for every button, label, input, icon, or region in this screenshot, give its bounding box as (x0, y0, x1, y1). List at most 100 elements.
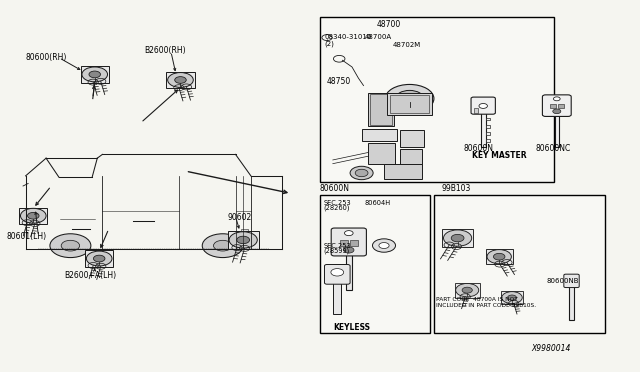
Text: X9980014: X9980014 (531, 344, 571, 353)
Circle shape (28, 212, 39, 219)
Text: 48700A: 48700A (365, 34, 392, 40)
Bar (569, 285, 574, 320)
Bar (486, 249, 513, 264)
Circle shape (331, 269, 344, 276)
Bar (434, 195, 605, 333)
Text: 08340-31010: 08340-31010 (324, 34, 372, 40)
Circle shape (493, 253, 505, 260)
Bar (550, 104, 556, 108)
Circle shape (379, 243, 389, 248)
Bar (368, 143, 395, 164)
Bar (486, 118, 490, 121)
Circle shape (89, 71, 100, 78)
Bar (350, 240, 358, 246)
Circle shape (385, 84, 434, 113)
Circle shape (456, 283, 479, 297)
Circle shape (202, 234, 243, 257)
Circle shape (229, 232, 257, 248)
Bar (400, 149, 422, 166)
Bar (384, 164, 422, 179)
Circle shape (344, 247, 354, 253)
Bar (333, 281, 341, 314)
Text: 48702M: 48702M (393, 42, 421, 48)
Text: 80601(LH): 80601(LH) (6, 232, 47, 241)
Circle shape (444, 230, 472, 246)
Circle shape (396, 90, 424, 107)
Bar (85, 250, 113, 267)
FancyBboxPatch shape (324, 264, 350, 284)
Text: SEC.253: SEC.253 (323, 200, 351, 206)
Circle shape (462, 287, 472, 293)
Text: KEY MASTER: KEY MASTER (472, 151, 527, 160)
Bar (346, 253, 352, 290)
Circle shape (93, 255, 105, 262)
Circle shape (502, 292, 522, 304)
Text: 90602: 90602 (227, 213, 252, 222)
Circle shape (82, 67, 108, 82)
Bar (486, 132, 490, 135)
Bar (320, 195, 430, 333)
Bar (320, 17, 554, 182)
FancyBboxPatch shape (471, 97, 495, 114)
Text: (28260): (28260) (323, 205, 349, 211)
Bar (454, 283, 480, 298)
Text: 99B103: 99B103 (442, 185, 471, 193)
Circle shape (344, 231, 353, 235)
Text: 80600NB: 80600NB (547, 278, 579, 284)
Circle shape (350, 166, 373, 180)
Circle shape (451, 234, 464, 242)
Circle shape (214, 240, 232, 251)
Circle shape (61, 240, 79, 251)
Text: 80600NC: 80600NC (536, 144, 572, 153)
Bar (400, 130, 424, 147)
FancyBboxPatch shape (543, 95, 572, 116)
Bar (362, 129, 397, 141)
Bar (486, 139, 490, 142)
Bar (486, 125, 490, 128)
Text: KEYLESS: KEYLESS (333, 323, 371, 332)
Bar (241, 229, 248, 239)
Text: 80600N: 80600N (320, 185, 350, 193)
Circle shape (355, 169, 368, 177)
Circle shape (168, 73, 193, 87)
Text: PART CODE  48700A IS NOT: PART CODE 48700A IS NOT (436, 297, 518, 302)
Bar (390, 95, 429, 113)
Bar (481, 112, 486, 147)
FancyBboxPatch shape (332, 228, 367, 256)
Bar (474, 109, 479, 113)
Bar (368, 93, 394, 126)
Bar (81, 66, 109, 83)
Text: 80604H: 80604H (365, 200, 391, 206)
Text: B2600(RH): B2600(RH) (144, 46, 186, 55)
Circle shape (553, 109, 561, 114)
Circle shape (372, 239, 396, 252)
FancyBboxPatch shape (564, 274, 579, 288)
Circle shape (403, 95, 416, 102)
Text: B2600+A(LH): B2600+A(LH) (64, 271, 116, 280)
Text: 80600(RH): 80600(RH) (26, 53, 67, 62)
Circle shape (86, 251, 112, 266)
Bar (19, 208, 47, 224)
Circle shape (479, 103, 488, 108)
Bar (166, 72, 195, 88)
Circle shape (20, 208, 46, 223)
Bar (228, 231, 259, 249)
Text: INCLUDED IN PART CODE 99B10S.: INCLUDED IN PART CODE 99B10S. (436, 302, 536, 308)
Circle shape (50, 234, 91, 257)
Bar (340, 240, 348, 246)
Circle shape (554, 97, 560, 101)
Text: 48750: 48750 (326, 77, 351, 86)
Bar (500, 291, 524, 304)
Bar (370, 94, 392, 125)
Circle shape (237, 236, 250, 244)
Bar (387, 93, 432, 115)
Text: 48700: 48700 (377, 20, 401, 29)
Circle shape (175, 77, 186, 83)
Text: SEC.253: SEC.253 (323, 243, 351, 248)
Bar (555, 113, 559, 147)
Bar (557, 104, 564, 108)
Circle shape (508, 295, 516, 300)
Circle shape (487, 250, 511, 264)
Bar (442, 229, 473, 247)
Text: (2): (2) (324, 41, 334, 47)
